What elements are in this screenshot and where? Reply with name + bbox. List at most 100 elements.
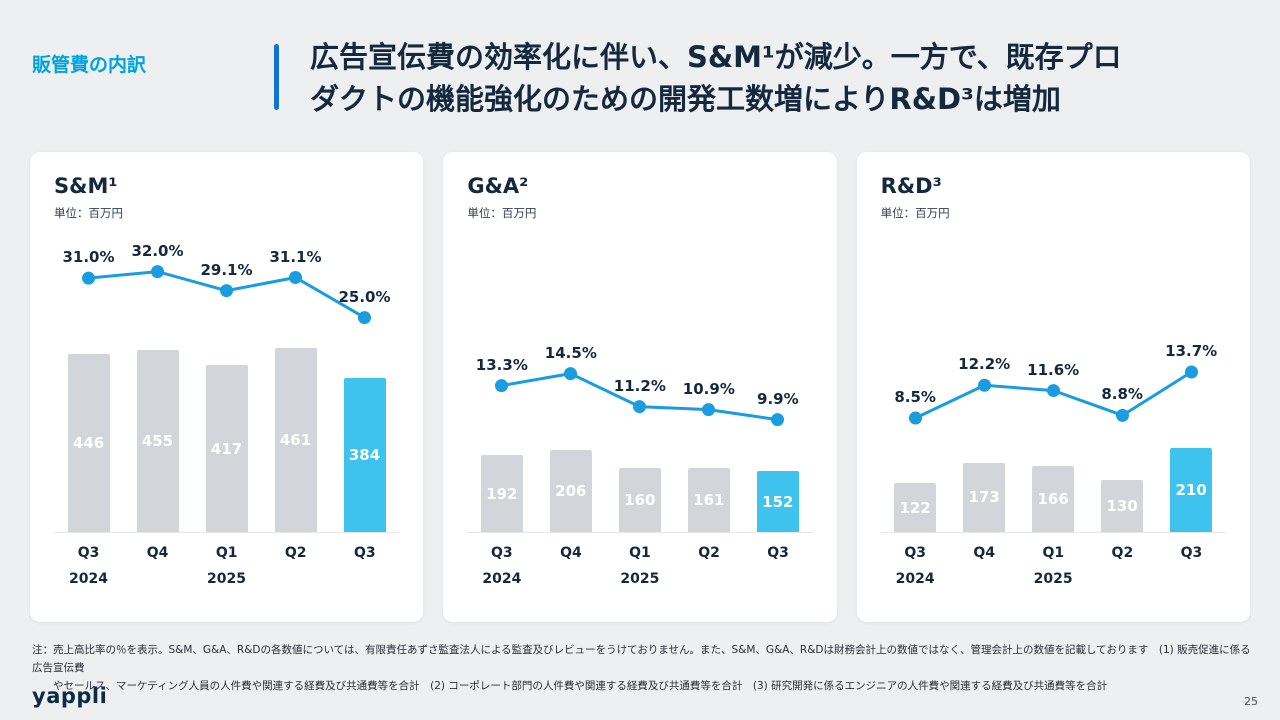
bar: 455 [136, 350, 179, 532]
slide-title-line1: 広告宣伝費の効率化に伴い、S&M¹が減少。一方で、既存プロ [310, 40, 1122, 74]
bar: 206 [549, 449, 592, 532]
line-dot [633, 400, 647, 414]
line-dot [220, 284, 233, 298]
bar: 166 [1032, 465, 1075, 532]
x-axis-label: Q2 [1111, 545, 1134, 561]
pct-label: 10.9% [682, 379, 735, 398]
chart-unit-sm: 単位：百万円 [54, 206, 123, 220]
chart-unit-rd: 単位：百万円 [880, 206, 950, 220]
year-label: 2024 [482, 571, 522, 587]
pct-label: 8.5% [894, 388, 936, 406]
bar-value-label: 122 [899, 498, 931, 517]
pct-label: 13.7% [1165, 342, 1218, 360]
line-dot [358, 311, 371, 325]
x-axis-label: Q3 [1180, 545, 1203, 561]
section-label: 販管費の内訳 [32, 54, 147, 76]
x-axis-label: Q4 [560, 545, 582, 561]
pct-label: 8.8% [1101, 385, 1143, 404]
x-axis-label: Q4 [146, 545, 169, 561]
bar: 160 [618, 468, 661, 532]
bar-value-label: 455 [141, 432, 174, 450]
chart-year-row-sm: 2024 2025 [54, 571, 399, 597]
pct-label: 25.0% [338, 287, 391, 306]
bar-value-label: 173 [968, 488, 1000, 507]
x-axis-label: Q3 [904, 545, 927, 561]
bar: 173 [963, 462, 1006, 532]
x-axis-label: Q3 [767, 545, 789, 561]
year-label: 2025 [1033, 571, 1073, 587]
line-dot [289, 271, 302, 285]
charts-row: S&M¹ 単位：百万円 446 455 417 461 384 31.0% 32.0% 29.… [30, 152, 1250, 622]
slide-title-line2: ダクトの機能強化のための開発工数増によりR&D³は増加 [310, 82, 1061, 117]
chart-plot-ga: 192 206 160 161 152 13.3% 14.5% 11.2% 10.9% 9.9% [467, 233, 813, 533]
chart-year-row-ga: 2024 2025 [467, 571, 812, 597]
pct-label: 29.1% [200, 260, 253, 279]
bar: 152 [756, 471, 799, 532]
page-number: 25 [1244, 695, 1258, 708]
footnote: 注：売上高比率の％を表示。S&M、G&A、R&Dの各数値については、有限責任あず… [32, 642, 1252, 696]
line-dot [702, 403, 716, 417]
x-axis-label: Q3 [491, 545, 513, 561]
year-label: 2025 [620, 571, 660, 587]
x-axis-label: Q3 [77, 545, 100, 561]
footnote-line2: やセールス、マーケティング人員の人件費や関連する経費及び共通費等を合計 (2) … [32, 679, 1108, 692]
pct-label: 14.5% [544, 343, 597, 362]
bar-value-label: 166 [1037, 489, 1069, 508]
year-label: 2024 [69, 571, 108, 587]
chart-unit-ga: 単位：百万円 [467, 206, 537, 220]
bar: 384 [343, 378, 386, 532]
pct-label: 11.2% [613, 376, 666, 395]
bar: 210 [1170, 448, 1213, 532]
chart-card-rd: R&D³ 単位：百万円 122 173 166 130 210 8.5% 12.2% 11.6… [856, 152, 1250, 622]
x-axis-label: Q3 [353, 545, 376, 561]
bar-value-label: 206 [555, 481, 587, 500]
line-dot [771, 413, 785, 427]
chart-x-axis-ga: Q3 Q4 Q1 Q2 Q3 [467, 533, 812, 561]
x-axis-label: Q2 [284, 545, 307, 561]
year-label: 2024 [895, 571, 935, 587]
line-dot [564, 367, 578, 381]
x-axis-label: Q1 [1042, 545, 1065, 561]
chart-x-axis-rd: Q3 Q4 Q1 Q2 Q3 [881, 533, 1226, 561]
chart-year-row-rd: 2024 2025 [881, 571, 1226, 597]
bar-value-label: 417 [210, 439, 243, 458]
line-dot [1115, 408, 1129, 422]
title-divider [274, 44, 279, 110]
pct-label: 12.2% [958, 355, 1011, 374]
chart-title-sm: S&M¹ [54, 174, 118, 198]
chart-plot-sm: 446 455 417 461 384 31.0% 32.0% 29.1% 31.1% 25.0% [54, 233, 400, 533]
x-axis-label: Q1 [629, 545, 651, 561]
chart-x-axis-sm: Q3 Q4 Q1 Q2 Q3 [54, 533, 399, 561]
slide-title: 広告宣伝費の効率化に伴い、S&M¹が減少。一方で、既存プロ ダクトの機能強化のた… [310, 36, 1250, 120]
yappli-logo: yappli [32, 684, 108, 708]
bar-value-label: 192 [486, 484, 518, 503]
bar: 446 [67, 353, 110, 532]
pct-label: 32.0% [131, 241, 184, 260]
pct-label: 9.9% [757, 389, 799, 408]
chart-card-sm: S&M¹ 単位：百万円 446 455 417 461 384 31.0% 32.0% 29.… [30, 152, 424, 622]
bar-value-label: 461 [279, 430, 312, 449]
x-axis-label: Q4 [973, 545, 996, 561]
bar-value-label: 446 [72, 433, 105, 452]
bar: 417 [205, 365, 248, 532]
chart-title-rd: R&D³ [880, 174, 942, 198]
x-axis-label: Q1 [215, 545, 238, 561]
line-dot [1046, 384, 1060, 398]
line-dot [151, 265, 164, 279]
bar-value-label: 130 [1106, 497, 1138, 515]
line-dot [977, 378, 991, 392]
bar: 130 [1101, 480, 1144, 532]
chart-title-ga: G&A² [467, 174, 529, 198]
line-dot [495, 379, 509, 393]
bar-value-label: 210 [1175, 481, 1207, 499]
year-label: 2025 [207, 571, 246, 587]
pct-label: 31.1% [269, 247, 322, 266]
footnote-line1: 注：売上高比率の％を表示。S&M、G&A、R&Dの各数値については、有限責任あず… [32, 644, 1251, 674]
bar-value-label: 160 [624, 491, 656, 509]
chart-plot-rd: 122 173 166 130 210 8.5% 12.2% 11.6% 8.8% 13.7% [880, 233, 1226, 533]
bar-value-label: 384 [348, 446, 381, 465]
bar-value-label: 161 [693, 490, 725, 509]
pct-label: 13.3% [475, 355, 528, 374]
bar: 161 [687, 467, 730, 532]
